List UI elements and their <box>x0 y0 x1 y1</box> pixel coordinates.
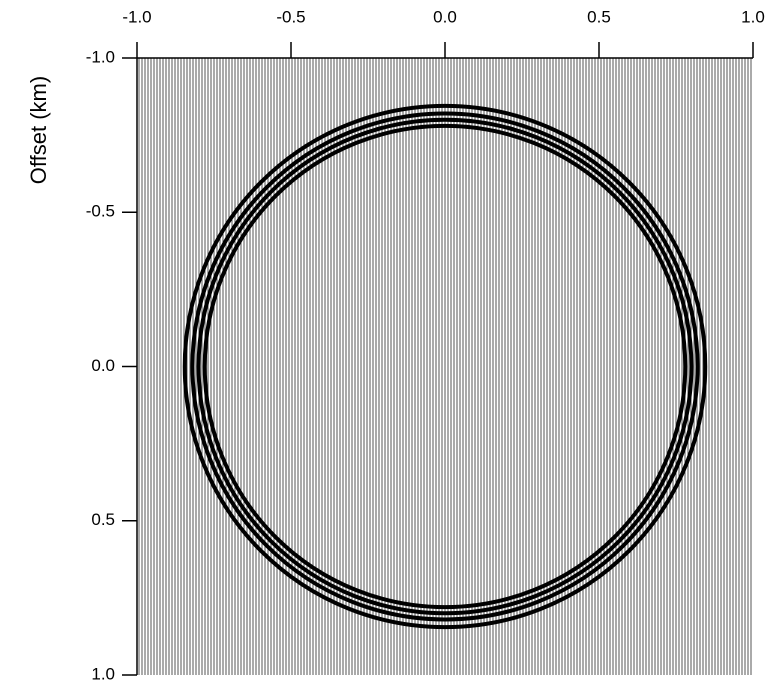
x-tick-label: 0.5 <box>587 7 611 26</box>
wavefront <box>182 103 708 630</box>
y-axis-label: Offset (km) <box>26 76 51 184</box>
x-tick-label: -1.0 <box>122 7 151 26</box>
y-tick-label: -0.5 <box>86 202 115 221</box>
x-tick-label: -0.5 <box>276 7 305 26</box>
trace-field <box>137 58 753 675</box>
x-tick-label: 0.0 <box>433 7 457 26</box>
x-tick-label: 1.0 <box>741 7 765 26</box>
y-tick-label: 0.0 <box>91 356 115 375</box>
wavefront <box>196 117 694 616</box>
y-tick-label: 0.5 <box>91 510 115 529</box>
wavefront <box>190 111 700 622</box>
wavefront <box>202 123 688 610</box>
y-tick-label: -1.0 <box>86 47 115 66</box>
y-tick-label: 1.0 <box>91 664 115 683</box>
